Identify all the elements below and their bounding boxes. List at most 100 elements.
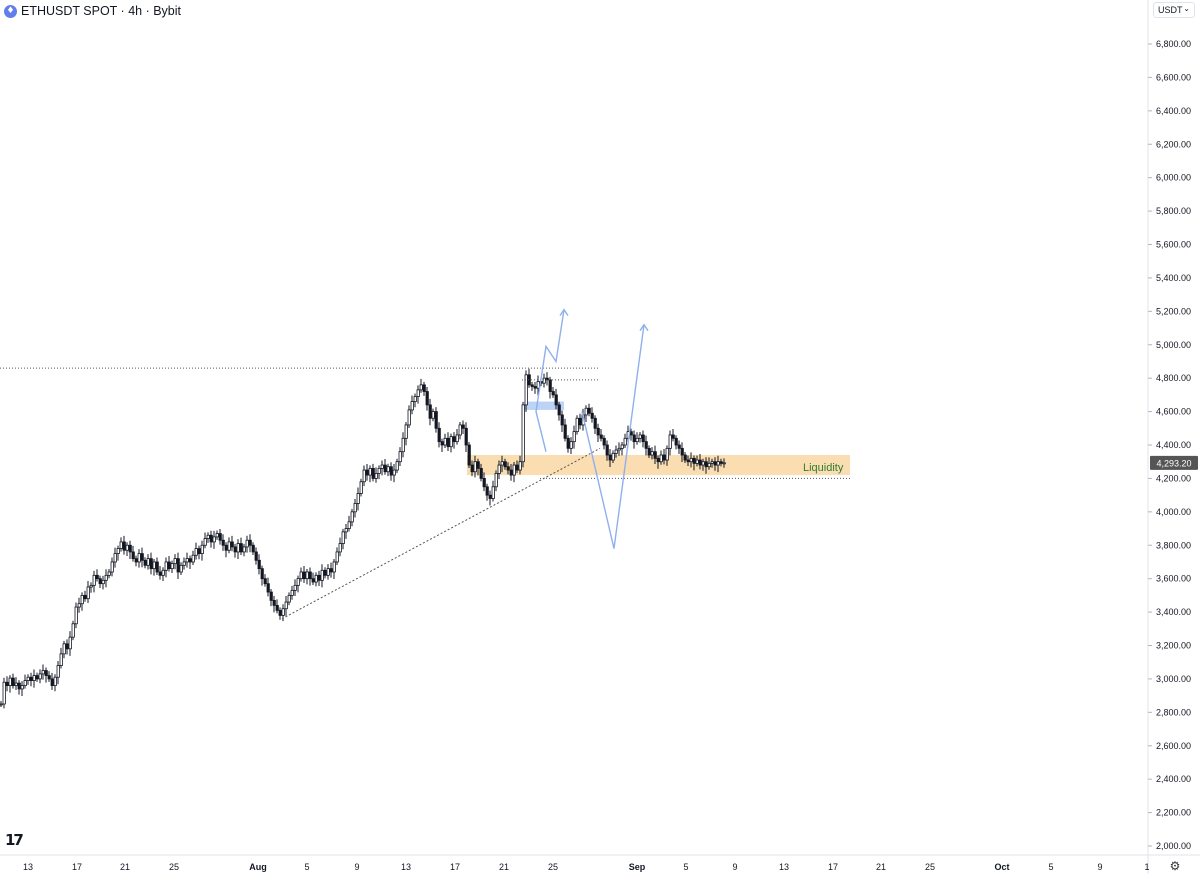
candle-body — [716, 461, 720, 466]
candle-body — [644, 441, 648, 449]
price-tick-label: 5,400.00 — [1156, 273, 1191, 283]
currency-value: USDT — [1158, 5, 1183, 15]
candle-body — [11, 677, 15, 686]
candle-body — [302, 571, 306, 580]
candle-body — [71, 623, 75, 638]
candle-body — [5, 681, 9, 687]
candle-body — [257, 559, 261, 570]
candle-body — [416, 389, 420, 397]
candle-body — [680, 447, 684, 456]
candle-body — [98, 578, 102, 585]
candle-body — [56, 665, 60, 678]
candle-body — [419, 384, 423, 391]
price-axis[interactable]: 6,800.00 6,600.00 6,400.00 6,200.00 6,000.00… — [1147, 0, 1191, 874]
candle-body — [686, 459, 690, 463]
candle-body — [578, 417, 582, 426]
candle-body — [404, 424, 408, 439]
candle-body — [698, 459, 702, 466]
candle-body — [503, 461, 507, 468]
candle-body — [251, 544, 255, 553]
price-tick-label: 5,600.00 — [1156, 240, 1191, 250]
candle-body — [338, 543, 342, 553]
candle-body — [650, 451, 654, 456]
candle-body — [473, 461, 477, 473]
candle-body — [506, 466, 510, 471]
candle-body — [647, 447, 651, 456]
candlestick-series — [0, 368, 726, 709]
candle-body — [437, 427, 441, 443]
candle-body — [314, 574, 318, 583]
time-tick-label: 9 — [1097, 862, 1102, 872]
candle-body — [278, 610, 282, 616]
time-tick-label: 5 — [683, 862, 688, 872]
price-tick-label: 3,800.00 — [1156, 540, 1191, 550]
candle-body — [488, 494, 492, 499]
candle-body — [239, 543, 243, 553]
candle-body — [305, 571, 309, 580]
candle-body — [365, 469, 369, 476]
candle-body — [479, 467, 483, 479]
candle-body — [350, 511, 354, 523]
candle-body — [491, 486, 495, 499]
candle-body — [29, 676, 33, 681]
projection-arrowhead-2 — [639, 323, 649, 332]
candle-body — [227, 541, 231, 551]
candle-body — [209, 534, 213, 543]
candle-body — [659, 454, 663, 463]
candle-body — [200, 544, 204, 555]
time-tick-label: 17 — [450, 862, 460, 872]
candle-body — [677, 444, 681, 449]
price-tick-label: 5,800.00 — [1156, 206, 1191, 216]
candle-body — [218, 533, 222, 541]
candle-body — [344, 528, 348, 533]
candle-body — [512, 464, 516, 476]
candle-body — [299, 571, 303, 580]
gear-icon[interactable]: ⚙ — [1169, 859, 1181, 873]
time-axis[interactable]: 13 17 21 25 Aug 5 9 13 17 21 25 Sep 5 9 13 17 21 25 Oct 5 9 1 — [0, 854, 1200, 872]
candle-body — [266, 583, 270, 593]
candle-body — [623, 437, 627, 446]
candle-body — [164, 561, 168, 571]
candle-body — [431, 411, 435, 419]
candle-body — [26, 676, 30, 681]
candle-body — [134, 558, 138, 563]
candle-body — [119, 541, 123, 549]
candle-body — [242, 546, 246, 553]
candle-body — [593, 417, 597, 429]
price-tick-label: 2,400.00 — [1156, 774, 1191, 784]
candle-body — [83, 594, 87, 600]
candle-body — [311, 578, 315, 583]
candle-body — [464, 427, 468, 446]
candle-body — [182, 561, 186, 566]
candle-body — [689, 457, 693, 463]
candle-body — [449, 436, 453, 448]
symbol-title: ETHUSDT SPOT · 4h · Bybit — [21, 4, 181, 18]
candle-body — [47, 675, 51, 680]
candle-body — [212, 536, 216, 543]
time-tick-label: 5 — [1048, 862, 1053, 872]
candle-body — [461, 424, 465, 429]
currency-select[interactable]: USDT ⌄ — [1153, 2, 1195, 18]
candle-body — [722, 462, 726, 465]
candle-body — [653, 451, 657, 459]
current-price-tag — [1150, 455, 1198, 470]
symbol-header[interactable]: ♦ ETHUSDT SPOT · 4h · Bybit — [4, 2, 181, 20]
candle-body — [95, 574, 99, 580]
time-tick-label: 17 — [72, 862, 82, 872]
candle-body — [440, 441, 444, 446]
candle-body — [113, 553, 117, 563]
candle-body — [530, 384, 534, 387]
candle-body — [221, 539, 225, 546]
projection-path-2 — [581, 324, 645, 549]
candle-body — [173, 558, 177, 565]
candle-body — [548, 379, 552, 392]
candle-body — [500, 461, 504, 466]
candle-body — [263, 578, 267, 585]
candle-body — [710, 461, 714, 464]
candle-body — [470, 464, 474, 473]
candle-body — [662, 454, 666, 461]
candle-body — [455, 434, 459, 443]
candle-body — [329, 568, 333, 573]
candle-body — [281, 608, 285, 616]
